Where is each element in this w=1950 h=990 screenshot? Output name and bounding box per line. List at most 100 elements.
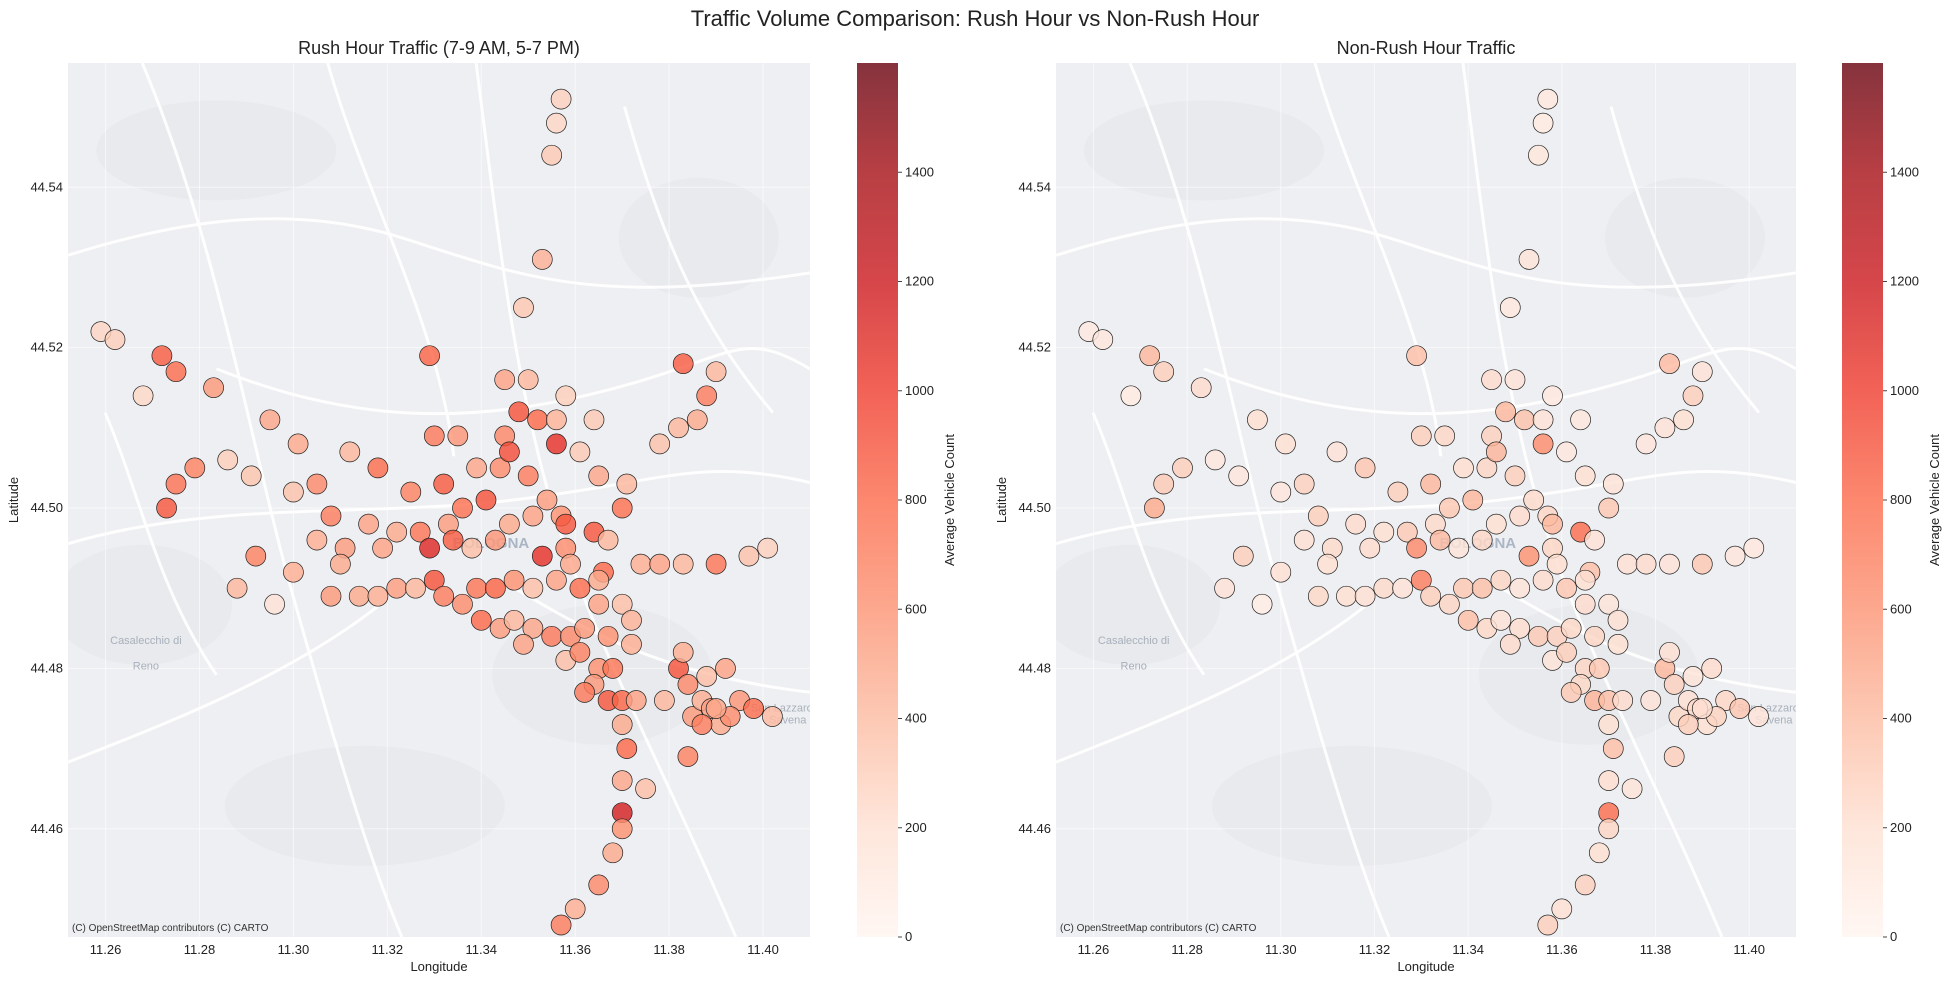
scatter-point (569, 641, 591, 663)
chart-panel-1: Casalecchio diRenoBOLOGNASan Lazzaro diS… (6, 38, 957, 974)
scatter-point (1635, 433, 1657, 455)
colorbar-tick-label: 800 (905, 492, 927, 507)
scatter-point (1485, 513, 1507, 535)
scatter-point (1373, 521, 1395, 543)
scatter-point (1232, 545, 1254, 567)
colorbar-tick-label: 1200 (1890, 274, 1919, 289)
scatter-point (259, 409, 281, 431)
scatter-point (1659, 353, 1680, 375)
scatter-point (1574, 569, 1596, 591)
scatter-point (1691, 698, 1713, 719)
scatter-point (672, 553, 694, 575)
scatter-point (1682, 385, 1704, 407)
scatter-point (677, 674, 699, 695)
x-axis-label: Longitude (410, 959, 467, 974)
scatter-point (156, 497, 177, 519)
scatter-point (1701, 658, 1723, 679)
map-attribution: (C) OpenStreetMap contributors (C) CARTO (72, 923, 269, 934)
scatter-point (1556, 441, 1577, 463)
scatter-point (1270, 481, 1292, 503)
colorbar-tick-label: 1000 (905, 383, 934, 398)
scatter-point (1748, 706, 1769, 727)
scatter-point (738, 545, 760, 567)
scatter-point (1387, 481, 1409, 503)
scatter-point (466, 577, 487, 599)
x-tick-label: 11.30 (278, 942, 310, 957)
scatter-point (1434, 425, 1456, 447)
scatter-point (564, 898, 586, 920)
scatter-point (1598, 593, 1620, 615)
scatter-point (1139, 345, 1161, 367)
chart-title: Rush Hour Traffic (7-9 AM, 5-7 PM) (298, 38, 580, 58)
scatter-point (1743, 537, 1765, 559)
scatter-point (531, 249, 553, 270)
x-tick-label: 11.40 (747, 942, 779, 957)
colorbar-tick-label: 200 (905, 820, 927, 835)
scatter-point (1504, 369, 1526, 391)
scatter-point (611, 593, 633, 615)
scatter-point (1654, 417, 1676, 439)
scatter-point (1392, 577, 1413, 599)
scatter-point (499, 513, 520, 535)
scatter-point (546, 569, 567, 591)
scatter-point (1602, 473, 1624, 495)
scatter-point (1410, 569, 1432, 591)
scatter-point (330, 553, 351, 575)
colorbar-tick-label: 400 (905, 711, 927, 726)
scatter-point (1336, 585, 1357, 607)
scatter-point (447, 425, 469, 447)
scatter-point (522, 577, 544, 599)
scatter-point (588, 593, 610, 615)
scatter-point (1663, 746, 1685, 767)
scatter-point (1560, 617, 1582, 639)
scatter-point (668, 417, 689, 439)
x-tick-label: 11.38 (1640, 942, 1672, 957)
scatter-point (245, 545, 267, 567)
scatter-point (1410, 425, 1432, 447)
scatter-point (1546, 553, 1568, 575)
scatter-point (705, 361, 727, 383)
scatter-point (1617, 553, 1638, 575)
scatter-point (1307, 585, 1329, 607)
scatter-point (1420, 585, 1442, 607)
scatter-point (165, 361, 187, 383)
scatter-point (550, 88, 572, 110)
colorbar-label: Average Vehicle Count (942, 434, 957, 566)
scatter-point (1499, 297, 1521, 318)
map-road (1091, 412, 1206, 676)
map-road (326, 63, 456, 457)
scatter-point (1574, 593, 1596, 615)
scatter-point (433, 473, 455, 495)
scatter-point (1247, 409, 1268, 431)
scatter-point (743, 698, 764, 719)
scatter-point (1471, 577, 1493, 599)
colorbar-tick-label: 1400 (905, 164, 934, 179)
scatter-point (691, 714, 713, 735)
x-tick-label: 11.30 (1265, 942, 1297, 957)
x-tick-label: 11.32 (372, 942, 404, 957)
scatter-point (649, 553, 671, 575)
scatter-point (611, 714, 633, 735)
scatter-point (621, 609, 642, 631)
scatter-point (372, 537, 393, 559)
scatter-point (306, 473, 328, 495)
colorbar-tick-label: 200 (1890, 820, 1912, 835)
scatter-point (466, 457, 487, 479)
scatter-point (649, 433, 671, 455)
colorbar-label: Average Vehicle Count (1927, 434, 1942, 566)
scatter-point (1476, 457, 1498, 479)
scatter-point (1307, 505, 1329, 527)
scatter-point (672, 353, 694, 375)
scatter-point (1481, 369, 1502, 391)
scatter-point (283, 481, 304, 503)
scatter-point (423, 569, 445, 591)
scatter-point (1574, 874, 1596, 896)
scatter-point (611, 770, 633, 791)
scatter-point (1471, 529, 1493, 551)
scatter-point (1724, 545, 1746, 567)
x-tick-label: 11.26 (90, 942, 122, 957)
scatter-point (1537, 88, 1559, 110)
scatter-point (1354, 457, 1376, 479)
scatter-point (423, 425, 445, 447)
map-road (1056, 217, 1796, 289)
